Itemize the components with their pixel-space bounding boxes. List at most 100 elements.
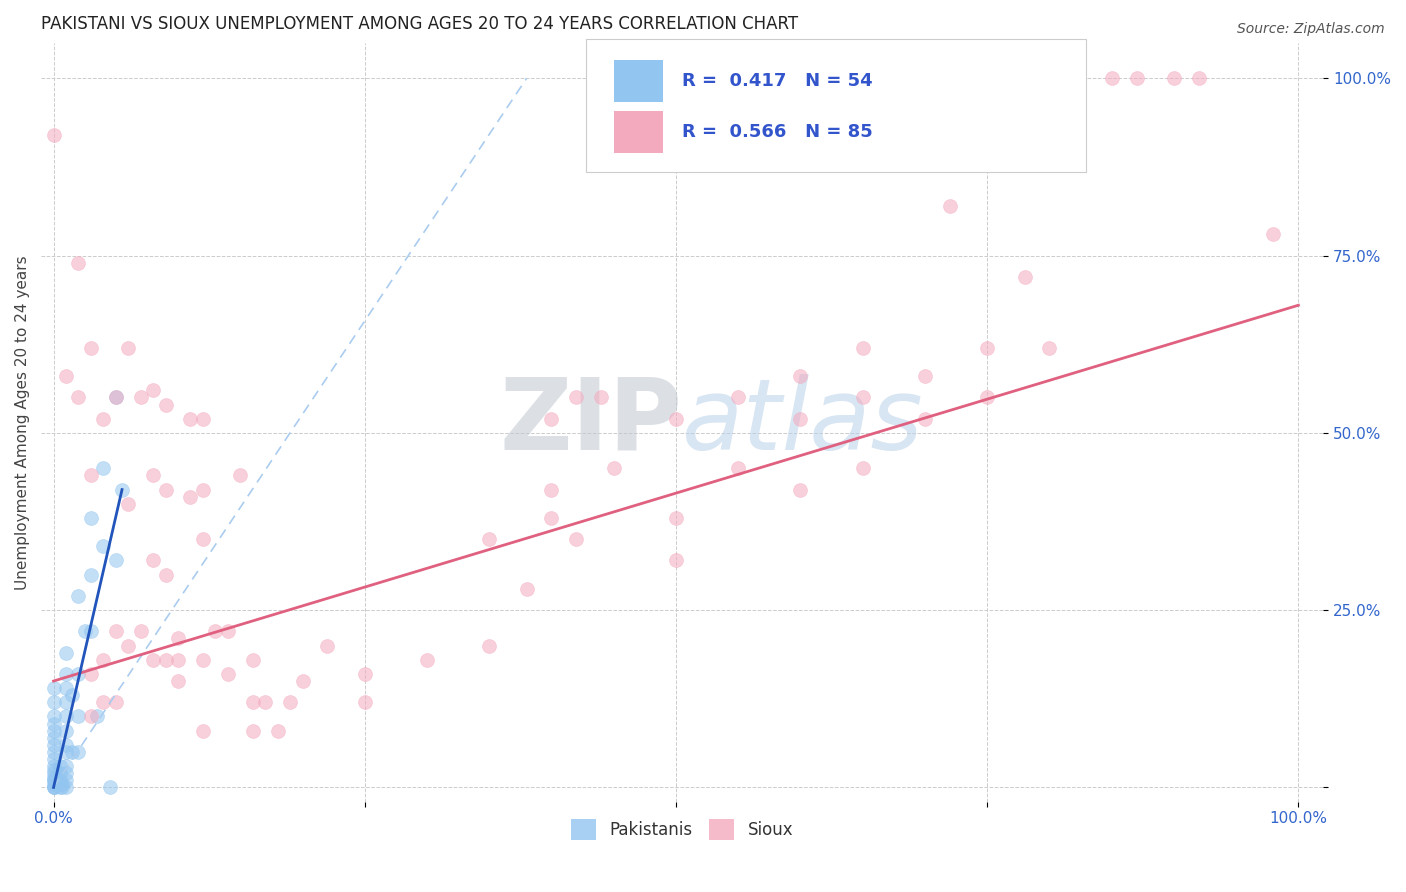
Point [49, 759, 72, 773]
Point [852, 461, 875, 475]
Point [42, 773, 65, 788]
Point [155, 653, 177, 667]
Point [93, 695, 115, 709]
Point [51, 780, 73, 795]
Legend: Pakistanis, Sioux: Pakistanis, Sioux [564, 813, 800, 847]
Point [80, 511, 103, 525]
Point [142, 653, 165, 667]
Point [191, 483, 214, 497]
Point [42, 766, 65, 780]
Point [104, 391, 127, 405]
Point [98, 780, 121, 795]
Point [104, 553, 127, 567]
Point [60, 745, 83, 759]
Point [142, 468, 165, 483]
Text: atlas: atlas [682, 374, 924, 471]
Point [142, 553, 165, 567]
Point [67, 709, 90, 723]
Point [167, 632, 190, 646]
Point [789, 411, 811, 425]
Point [1263, 227, 1285, 242]
Point [1038, 341, 1060, 355]
Point [191, 723, 214, 738]
Point [217, 667, 239, 681]
Point [42, 745, 65, 759]
Point [242, 653, 264, 667]
Point [80, 341, 103, 355]
Point [540, 483, 562, 497]
Point [55, 667, 77, 681]
Point [191, 411, 214, 425]
Point [478, 533, 501, 547]
Point [93, 411, 115, 425]
Point [789, 483, 811, 497]
Point [86, 709, 108, 723]
Point [55, 695, 77, 709]
Text: PAKISTANI VS SIOUX UNEMPLOYMENT AMONG AGES 20 TO 24 YEARS CORRELATION CHART: PAKISTANI VS SIOUX UNEMPLOYMENT AMONG AG… [41, 15, 799, 33]
Point [416, 653, 439, 667]
Text: R =  0.566   N = 85: R = 0.566 N = 85 [682, 123, 873, 141]
Point [42, 752, 65, 766]
Point [42, 681, 65, 695]
Point [167, 673, 190, 688]
Point [42, 716, 65, 731]
Point [540, 511, 562, 525]
Point [540, 411, 562, 425]
Point [55, 681, 77, 695]
Point [665, 553, 688, 567]
Point [727, 391, 749, 405]
Point [104, 391, 127, 405]
Point [191, 533, 214, 547]
Point [155, 483, 177, 497]
Text: ZIP: ZIP [499, 374, 682, 471]
Point [42, 777, 65, 791]
Point [353, 695, 375, 709]
Point [42, 780, 65, 795]
Point [117, 639, 139, 653]
Point [55, 773, 77, 788]
Point [93, 539, 115, 553]
Point [42, 128, 65, 142]
Point [852, 341, 875, 355]
Point [242, 695, 264, 709]
Point [80, 667, 103, 681]
Y-axis label: Unemployment Among Ages 20 to 24 years: Unemployment Among Ages 20 to 24 years [15, 255, 30, 590]
Point [55, 723, 77, 738]
Point [42, 695, 65, 709]
Point [1163, 71, 1185, 86]
Point [591, 391, 613, 405]
Point [1125, 71, 1147, 86]
Point [976, 391, 998, 405]
FancyBboxPatch shape [586, 39, 1085, 172]
Point [93, 653, 115, 667]
Point [939, 199, 962, 213]
Point [55, 738, 77, 752]
Point [291, 673, 314, 688]
Point [155, 567, 177, 582]
Point [316, 639, 339, 653]
Point [51, 777, 73, 791]
Point [516, 582, 538, 596]
Point [914, 369, 936, 384]
Point [67, 667, 90, 681]
Point [242, 723, 264, 738]
Point [179, 490, 201, 504]
Point [42, 770, 65, 784]
Point [80, 567, 103, 582]
FancyBboxPatch shape [614, 112, 664, 153]
Point [104, 624, 127, 639]
Point [142, 384, 165, 398]
Point [49, 773, 72, 788]
Point [93, 461, 115, 475]
Point [42, 780, 65, 795]
Point [266, 723, 288, 738]
Point [55, 646, 77, 660]
Point [353, 667, 375, 681]
Point [204, 624, 226, 639]
Point [278, 695, 301, 709]
Point [111, 483, 134, 497]
Point [914, 411, 936, 425]
Point [117, 341, 139, 355]
Point [67, 391, 90, 405]
Point [478, 639, 501, 653]
